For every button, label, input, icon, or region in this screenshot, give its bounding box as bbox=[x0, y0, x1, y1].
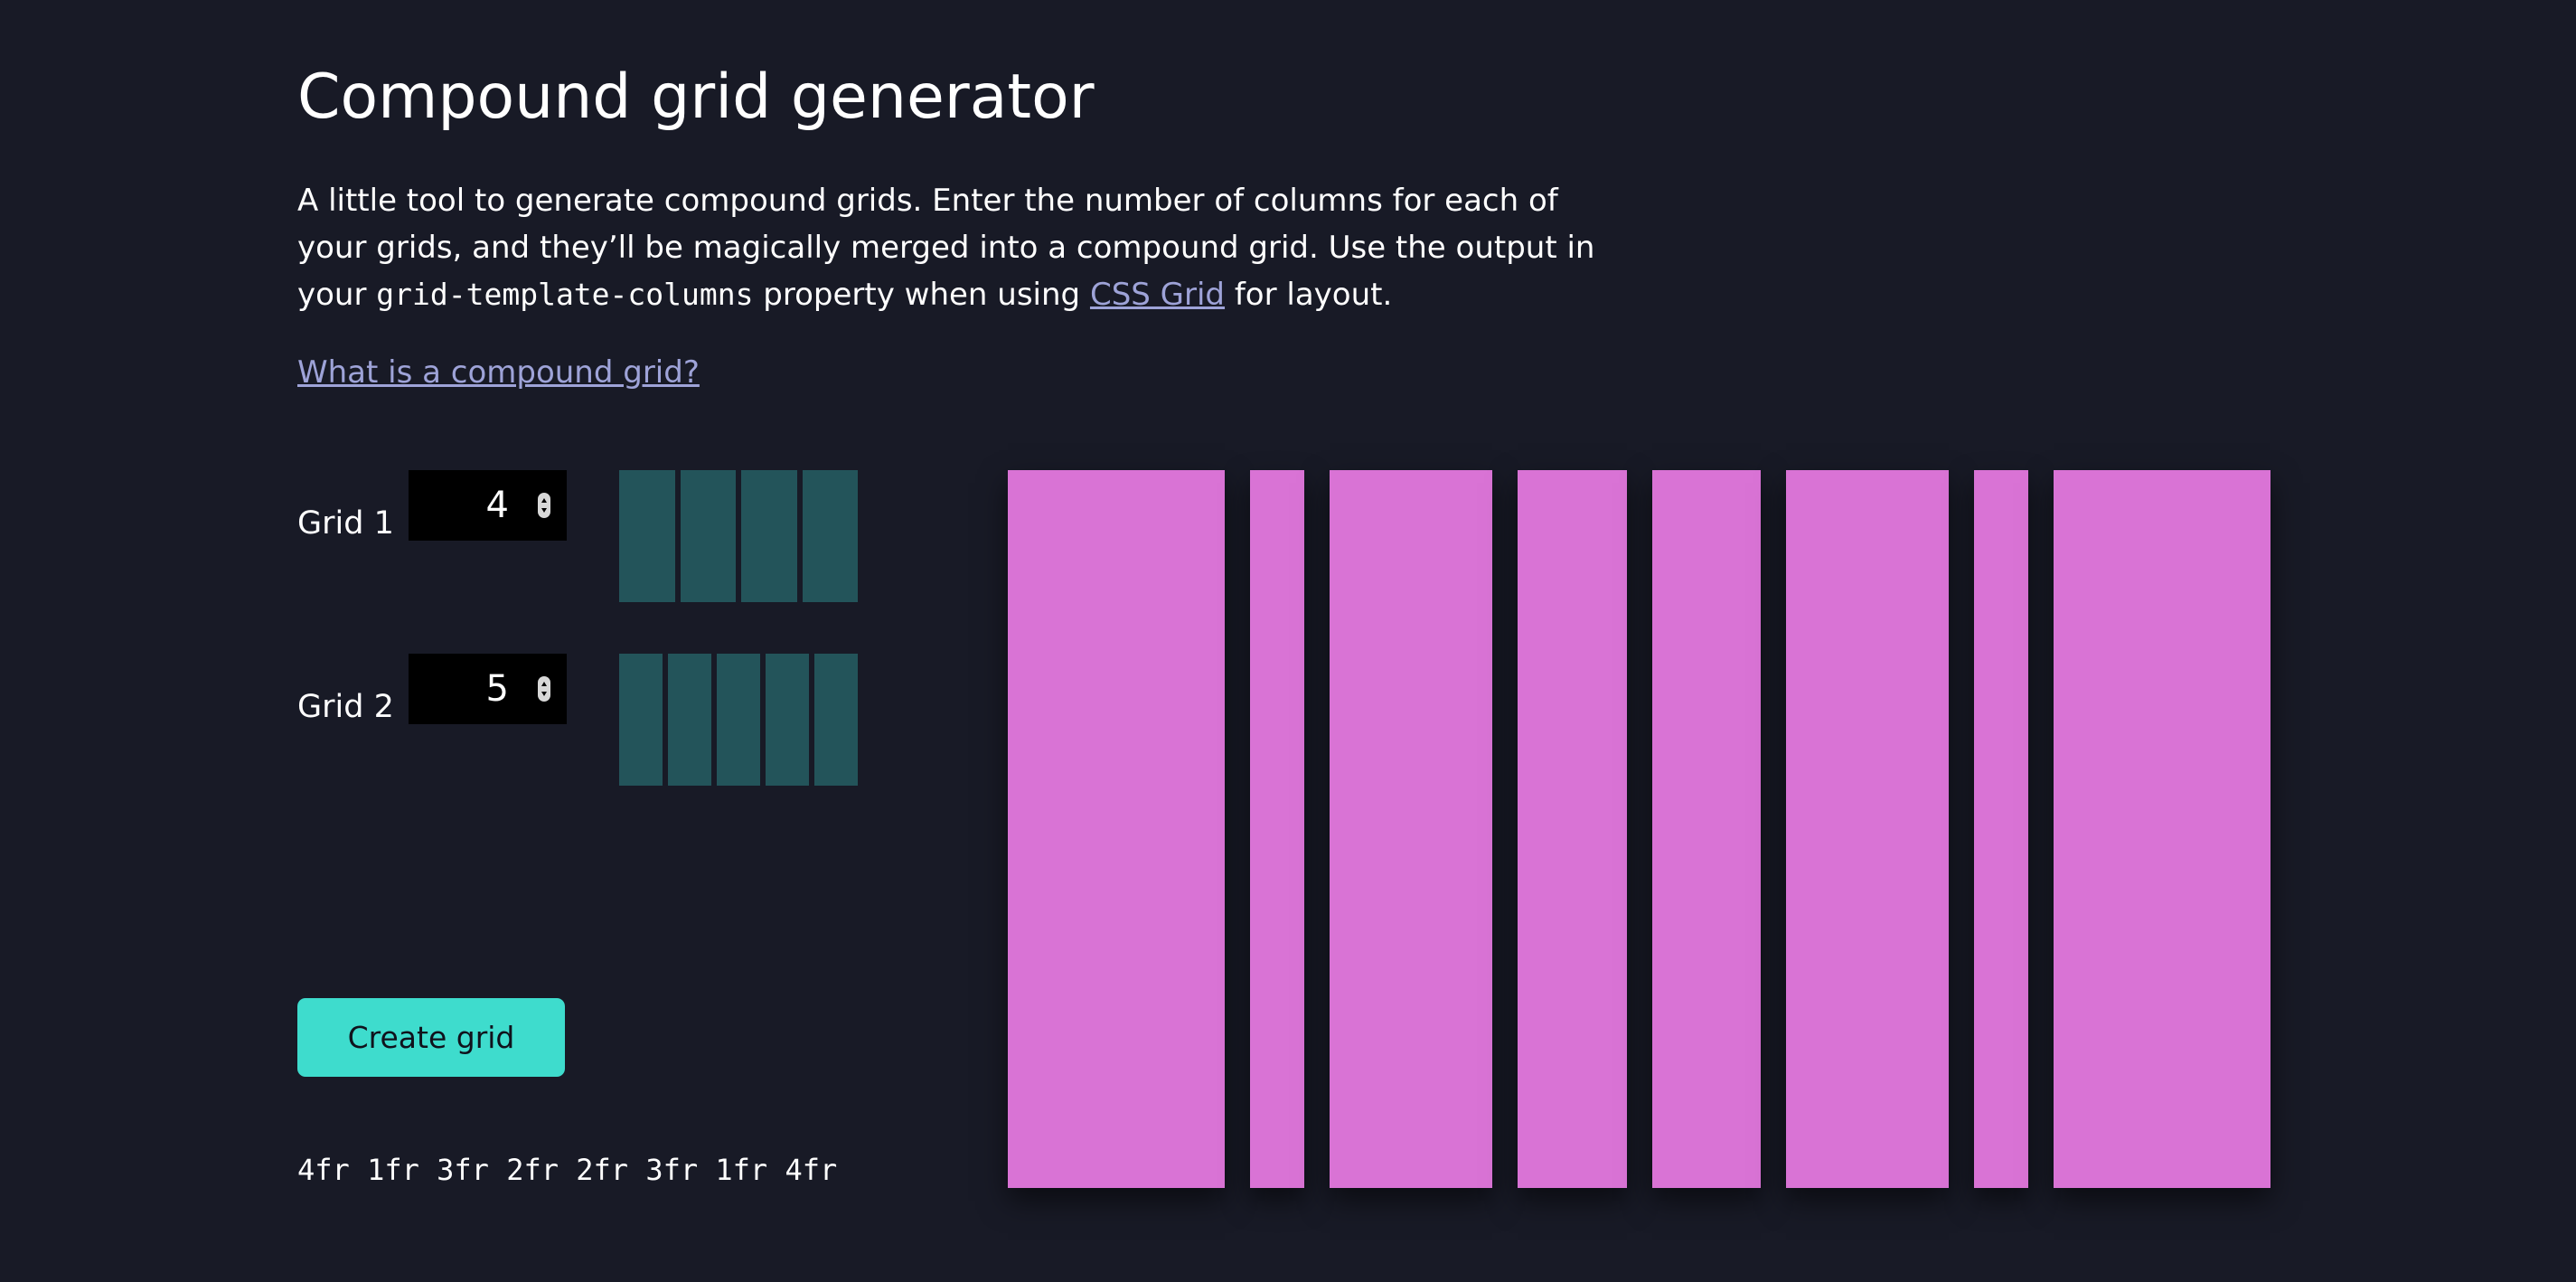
compound-column bbox=[1785, 470, 1949, 1188]
page-title: Compound grid generator bbox=[297, 61, 1095, 133]
grid-2-label: Grid 2 bbox=[297, 689, 394, 725]
intro-text-middle: property when using bbox=[753, 277, 1090, 313]
compound-column bbox=[1651, 470, 1761, 1188]
spinner-icon[interactable] bbox=[538, 493, 550, 518]
intro-paragraph: A little tool to generate compound grids… bbox=[297, 177, 1599, 318]
preview-column bbox=[619, 470, 675, 602]
compound-column bbox=[1008, 470, 1226, 1188]
what-is-compound-grid-link[interactable]: What is a compound grid? bbox=[297, 354, 700, 391]
spinner-icon[interactable] bbox=[538, 676, 550, 702]
intro-text-after: for layout. bbox=[1225, 277, 1393, 313]
preview-column bbox=[668, 654, 711, 786]
preview-column bbox=[680, 470, 736, 602]
preview-column bbox=[619, 654, 663, 786]
grid-2-columns-input[interactable]: 5 bbox=[409, 654, 567, 724]
preview-column bbox=[766, 654, 809, 786]
compound-column bbox=[1518, 470, 1627, 1188]
preview-column bbox=[741, 470, 797, 602]
grid-1-value: 4 bbox=[485, 485, 509, 526]
compound-column bbox=[1250, 470, 1305, 1188]
compound-column bbox=[2053, 470, 2270, 1188]
preview-column bbox=[717, 654, 760, 786]
preview-column bbox=[814, 654, 858, 786]
grid-1-preview bbox=[619, 470, 858, 602]
intro-text-before: A little tool to generate compound grids… bbox=[297, 183, 1595, 313]
css-grid-link[interactable]: CSS Grid bbox=[1089, 277, 1226, 313]
grid-2-value: 5 bbox=[485, 668, 509, 710]
compound-grid-preview bbox=[1008, 470, 2270, 1188]
preview-column bbox=[802, 470, 858, 602]
grid-1-columns-input[interactable]: 4 bbox=[409, 470, 567, 541]
compound-column bbox=[1330, 470, 1493, 1188]
grid-2-preview bbox=[619, 654, 858, 786]
grid-output: 4fr 1fr 3fr 2fr 2fr 3fr 1fr 4fr bbox=[297, 1153, 838, 1187]
create-grid-button[interactable]: Create grid bbox=[297, 998, 565, 1077]
compound-column bbox=[1973, 470, 2028, 1188]
intro-code: grid-template-columns bbox=[376, 277, 754, 312]
grid-1-label: Grid 1 bbox=[297, 505, 394, 542]
